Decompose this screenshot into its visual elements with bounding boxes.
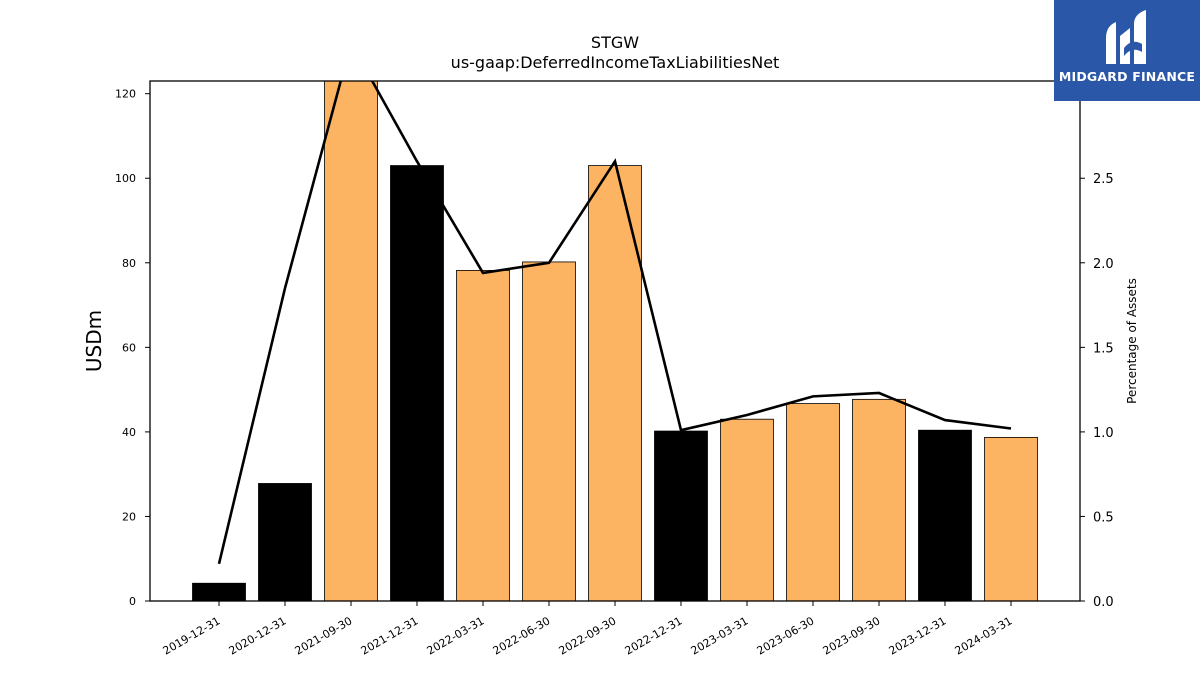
- y2-tick-label: 1.5: [1093, 341, 1114, 356]
- x-tick-label: 2024-03-31: [953, 614, 1015, 657]
- y-tick-label: 80: [122, 257, 136, 270]
- y-tick-label: 40: [122, 426, 136, 439]
- bar-2023-09-30: [852, 398, 906, 602]
- bar-2022-09-30: [588, 165, 642, 602]
- x-tick-label: 2022-12-31: [623, 614, 685, 657]
- bar-2022-12-31: [654, 430, 708, 602]
- logo-text: MIDGARD FINANCE: [1058, 69, 1196, 84]
- y2-tick-label: 2.5: [1093, 172, 1114, 187]
- y-tick-label: 60: [122, 341, 136, 354]
- y2-tick-label: 0.5: [1093, 510, 1114, 525]
- chart-subtitle: us-gaap:DeferredIncomeTaxLiabilitiesNet: [451, 53, 780, 72]
- y2-tick-label: 0.0: [1093, 595, 1114, 610]
- bar-2023-12-31: [918, 429, 972, 602]
- bar-2020-12-31: [258, 483, 312, 602]
- midgard-finance-logo: MIDGARD FINANCE: [1054, 0, 1200, 101]
- y2-tick-label: 1.0: [1093, 426, 1114, 441]
- x-tick-label: 2022-03-31: [425, 614, 487, 657]
- y-tick-label: 100: [115, 172, 136, 185]
- bar-2023-03-31: [720, 418, 774, 602]
- percentage-of-assets-line: [217, 81, 1012, 565]
- bar-2023-06-30: [786, 403, 840, 602]
- x-tick-label: 2023-09-30: [821, 614, 883, 657]
- y2-axis-label: Percentage of Assets: [1125, 278, 1139, 404]
- y-tick-label: 0: [129, 595, 136, 608]
- x-tick-label: 2021-12-31: [359, 614, 421, 657]
- x-tick-label: 2023-03-31: [689, 614, 751, 657]
- y-tick-label: 120: [115, 88, 136, 101]
- x-tick-label: 2021-09-30: [293, 614, 355, 657]
- y-tick-label: 20: [122, 510, 136, 523]
- bar-2024-03-31: [984, 436, 1038, 602]
- x-tick-label: 2023-06-30: [755, 614, 817, 657]
- x-tick-label: 2022-06-30: [491, 614, 553, 657]
- y-axis-label: USDm: [82, 310, 106, 372]
- x-tick-label: 2022-09-30: [557, 614, 619, 657]
- bar-2022-06-30: [522, 261, 576, 602]
- bar-2021-12-31: [390, 165, 444, 602]
- chart-title: STGW: [591, 33, 639, 52]
- x-tick-label: 2023-12-31: [887, 614, 949, 657]
- x-tick-label: 2019-12-31: [161, 614, 223, 657]
- bar-2022-03-31: [456, 269, 510, 602]
- bar-2019-12-31: [192, 582, 246, 602]
- y2-tick-label: 2.0: [1093, 257, 1114, 272]
- midgard-logo-icon: [1106, 10, 1146, 64]
- x-tick-label: 2020-12-31: [227, 614, 289, 657]
- bar-2021-09-30: [324, 80, 378, 602]
